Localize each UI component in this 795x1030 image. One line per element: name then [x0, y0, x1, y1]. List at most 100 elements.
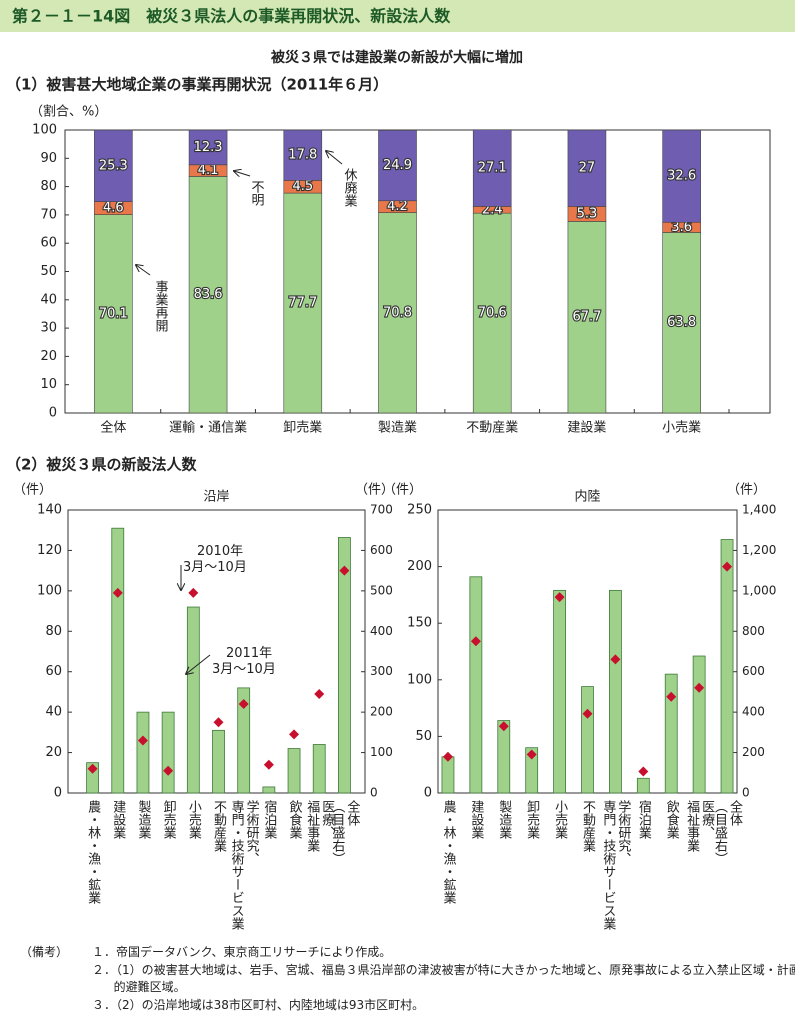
y2-tick-label: 100 — [370, 745, 393, 759]
marker — [666, 691, 677, 702]
bar-segment — [188, 176, 228, 414]
marker — [470, 636, 481, 647]
bar-segment — [567, 221, 607, 414]
section-title: （2）被災３県の新設法人数 — [6, 456, 197, 474]
marker — [314, 688, 325, 699]
y2-tick-label: 400 — [742, 705, 765, 719]
y-tick-label: 10 — [40, 377, 57, 392]
x-tick-label: 卸売業 — [524, 800, 540, 839]
x-tick-label: 農・林・漁・鉱業 — [440, 800, 456, 904]
marker — [137, 735, 148, 746]
y-tick-label: 100 — [32, 123, 57, 138]
y-tick-label: 40 — [40, 292, 57, 307]
y-tick-label: 150 — [407, 616, 432, 631]
y-tick-label: 120 — [37, 543, 62, 558]
y2-axis-title: （件） — [727, 483, 766, 498]
bar — [664, 673, 678, 794]
bar — [581, 686, 594, 794]
y-tick-label: 90 — [40, 151, 57, 166]
x-tick-label: 建設業 — [110, 800, 126, 839]
annotation-arrow — [326, 151, 343, 165]
bar — [161, 711, 175, 794]
y2-tick-label: 200 — [742, 745, 765, 759]
y2-tick-label: 400 — [370, 624, 393, 638]
value-label: 27 — [579, 161, 596, 176]
bar-segment — [378, 212, 417, 414]
value-label: 67.7 — [572, 310, 601, 325]
bar-segment — [472, 129, 512, 207]
note: ２．（1）の被害甚大地域は、岩手、宮城、福島３県沿岸部の津波被害が特に大きかった… — [92, 963, 795, 994]
marker — [554, 592, 565, 603]
annotation-arrow — [186, 654, 211, 674]
y-tick-label: 0 — [49, 406, 57, 421]
y-tick-label: 200 — [407, 559, 432, 574]
section-title: （1）被害甚大地域企業の事業再開状況（2011年６月） — [6, 76, 388, 94]
value-label: 77.7 — [288, 296, 317, 311]
marker — [289, 729, 300, 740]
note: ３．（2）の沿岸地域は38市区町村、内陸地域は93市区町村。 — [92, 998, 425, 1012]
y2-tick-label: 600 — [370, 543, 393, 557]
series-annotation: 2011年 3月～10月 — [212, 646, 276, 677]
marker — [638, 766, 649, 777]
y2-tick-label: 1,000 — [742, 583, 776, 597]
y-axis-title: （件） — [13, 483, 52, 498]
x-tick-label: 全体 （目盛右） — [712, 800, 743, 865]
value-label: 4.5 — [292, 179, 313, 194]
bar-segment — [283, 192, 323, 414]
value-label: 70.1 — [99, 306, 128, 321]
bar — [692, 655, 706, 794]
value-label: 25.3 — [99, 158, 128, 173]
x-tick-label: 学術研究、 専門・技術サービス業 — [228, 800, 259, 930]
bar — [525, 747, 539, 794]
bar-segment — [567, 129, 607, 207]
y-tick-label: 80 — [45, 624, 62, 639]
bar — [497, 720, 511, 794]
y-tick-label: 20 — [45, 745, 62, 760]
bar-segment — [94, 129, 133, 202]
y-tick-label: 20 — [40, 349, 57, 364]
bar — [338, 537, 351, 794]
marker — [213, 717, 224, 728]
x-tick-label: 建設業 — [567, 420, 606, 436]
value-label: 27.1 — [478, 161, 507, 176]
x-tick-label: 製造業 — [135, 800, 151, 839]
bar — [212, 729, 225, 794]
page-title: 第２－１－14図 被災３県法人の事業再開状況、新設法人数 — [12, 7, 451, 26]
marker — [163, 765, 174, 776]
y-tick-label: 50 — [40, 264, 57, 279]
bar — [441, 756, 455, 794]
y-tick-label: 0 — [424, 786, 432, 801]
series-annotation: 不明 — [249, 180, 265, 207]
marker — [112, 587, 123, 598]
marker — [442, 751, 453, 762]
series-annotation: 2010年 3月～10月 — [183, 544, 247, 575]
value-label: 3.6 — [671, 220, 692, 235]
y2-tick-label: 0 — [370, 786, 378, 800]
x-tick-label: 宿泊業 — [635, 800, 651, 839]
bar — [312, 744, 326, 794]
x-tick-label: 運輸・通信業 — [169, 420, 247, 436]
x-tick-label: 宿泊業 — [261, 800, 277, 839]
x-tick-label: 小売業 — [185, 800, 201, 839]
y2-tick-label: 0 — [742, 786, 750, 800]
bar-segment — [662, 129, 701, 223]
x-tick-label: 建設業 — [468, 800, 484, 839]
value-label: 17.8 — [288, 148, 317, 163]
subtitle: 被災３県では建設業の新設が大幅に増加 — [271, 49, 523, 66]
value-label: 4.6 — [103, 201, 124, 216]
y-tick-label: 60 — [40, 236, 57, 251]
bar-segment — [94, 214, 133, 414]
chart-title: 沿岸 — [203, 490, 229, 505]
value-label: 63.8 — [667, 315, 696, 330]
value-label: 4.2 — [387, 199, 408, 214]
x-tick-label: 医療、 福祉事業 — [684, 800, 715, 852]
marker — [694, 682, 705, 693]
series-annotation: 休廃業 — [342, 168, 358, 207]
y2-tick-label: 600 — [742, 664, 765, 678]
marker — [263, 759, 274, 770]
y2-tick-label: 700 — [370, 503, 393, 517]
y-axis-title: （割合、%） — [30, 104, 107, 120]
y-tick-label: 50 — [415, 729, 432, 744]
y2-tick-label: 800 — [742, 624, 765, 638]
